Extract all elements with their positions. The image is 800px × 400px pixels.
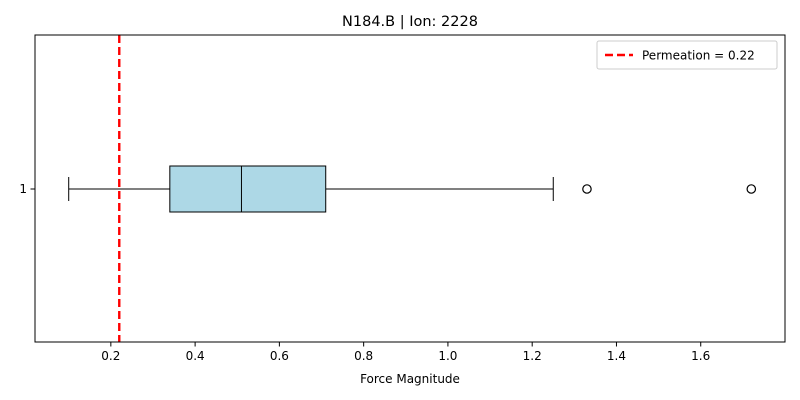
y-tick-label-1: 1 [19,182,27,196]
x-axis: 0.2 0.4 0.6 0.8 1.0 1.2 1.4 1.6 [101,342,710,363]
legend-box [596,40,778,70]
x-tick-label-4: 0.8 [354,349,373,363]
x-tick-label-8: 1.6 [691,349,710,363]
x-tick-label-1: 0.2 [101,349,120,363]
x-tick-label-2: 0.4 [186,349,205,363]
plot-area [34,34,786,343]
outlier-point-1 [582,184,592,194]
x-axis-label: Force Magnitude [360,372,460,386]
x-tick-label-3: 0.6 [270,349,289,363]
x-tick-label-7: 1.4 [607,349,626,363]
chart-title: N184.B | Ion: 2228 [342,14,478,30]
x-tick-label-6: 1.2 [523,349,542,363]
x-tick-label-5: 1.0 [438,349,457,363]
box-iqr [169,165,327,213]
legend-label-permeation: Permeation = 0.22 [642,49,755,63]
y-axis: 1 [19,182,35,196]
outlier-point-2 [746,184,757,194]
legend: Permeation = 0.22 [596,40,778,70]
